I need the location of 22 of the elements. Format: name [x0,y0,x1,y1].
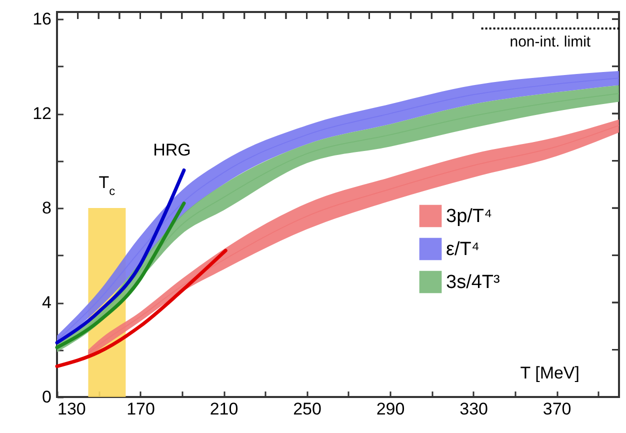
x-tick-label: 170 [126,400,155,418]
x-tick-label: 130 [58,400,86,418]
y-tick-label: 8 [42,198,52,218]
x-tick-label: 290 [376,400,405,418]
line-series [55,202,186,350]
band-label: T$_{c}$ [98,173,116,198]
line-series [55,248,228,368]
ref-line-label: non-int. limit [510,34,592,51]
y-tick-label: 12 [32,104,52,124]
x-axis-title: T [MeV] [520,364,580,382]
x-tick-label: 250 [293,400,322,418]
legend-label: 3p/T⁴ [446,206,492,227]
line-series [55,168,186,344]
x-tick-label: 370 [542,400,572,418]
annotation: HRG [153,140,191,160]
x-tick-label: 330 [460,400,488,418]
legend-label: 3s/4T³ [446,272,500,293]
y-tick-label: 16 [32,10,52,29]
y-tick-label: 0 [42,388,52,406]
y-tick-label: 4 [42,293,52,312]
x-tick-label: 210 [210,400,238,418]
legend-label: ε/T⁴ [446,239,480,260]
